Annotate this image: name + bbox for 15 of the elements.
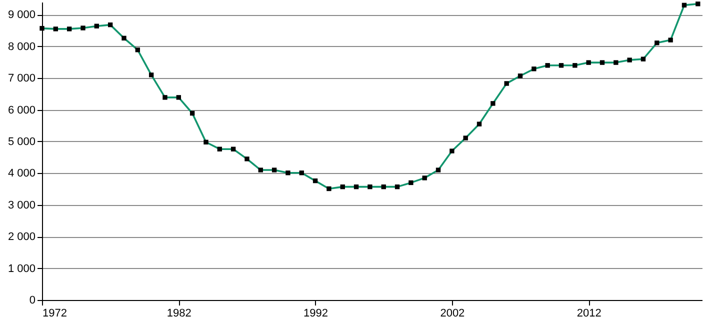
x-tick-label: 1992 [304,308,328,320]
x-tick-label: 2002 [440,308,465,320]
y-tick-label: 4 000 [8,168,36,180]
y-tick-label: 6 000 [8,104,36,116]
x-tick-label: 2012 [576,308,602,320]
y-tick-label: 7 000 [8,72,36,85]
x-tick-label: 1982 [166,308,192,320]
x-tick-label: 1972 [42,308,67,320]
y-tick-label: 5 000 [8,136,36,148]
y-tick-label: 3 000 [8,199,36,212]
y-tick-label: 0 [29,294,36,306]
y-tick-label: 9 000 [8,9,36,22]
y-tick-label: 2 000 [8,231,36,244]
y-tick-label: 8 000 [8,40,36,53]
y-tick-label: 1 000 [8,262,36,275]
